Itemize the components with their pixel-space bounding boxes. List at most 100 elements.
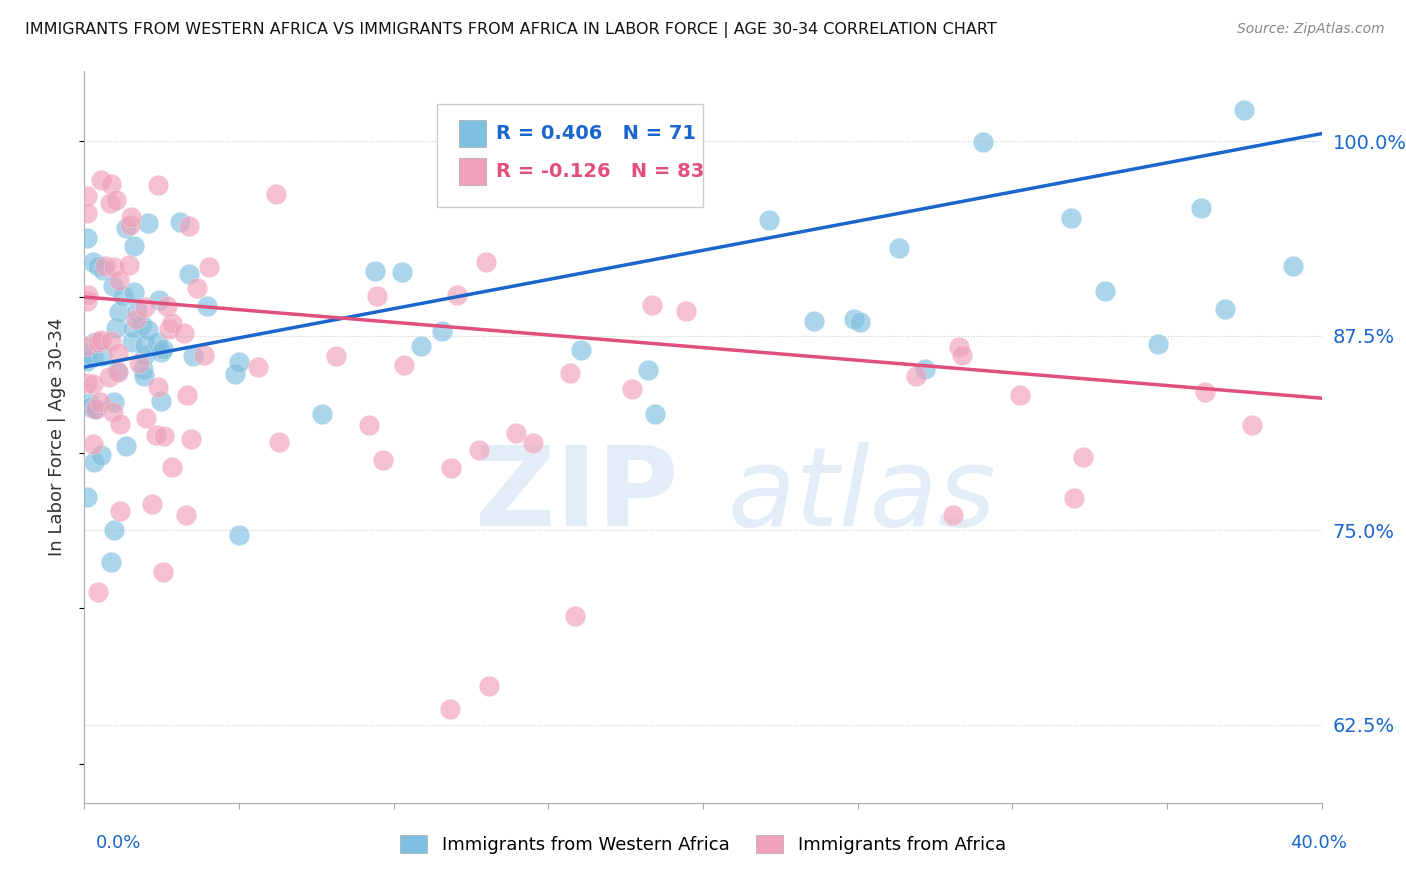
Point bbox=[76, 339, 98, 353]
Point bbox=[91, 262, 114, 277]
Point bbox=[148, 293, 170, 307]
Point bbox=[79, 400, 101, 414]
Point bbox=[1281, 259, 1303, 273]
Point bbox=[122, 321, 145, 335]
Point bbox=[950, 349, 973, 363]
Point bbox=[1146, 336, 1168, 351]
Point bbox=[76, 231, 98, 245]
Point bbox=[76, 490, 98, 504]
Point bbox=[104, 321, 127, 335]
Point bbox=[1010, 388, 1032, 402]
Point bbox=[83, 402, 105, 417]
Point bbox=[105, 364, 128, 378]
Point bbox=[98, 195, 121, 210]
Point bbox=[1071, 450, 1094, 464]
Point bbox=[103, 524, 125, 538]
Point bbox=[146, 380, 169, 394]
Point bbox=[82, 255, 104, 269]
Text: R = 0.406   N = 71: R = 0.406 N = 71 bbox=[496, 124, 696, 143]
Point bbox=[108, 503, 131, 517]
Point bbox=[145, 427, 167, 442]
Point bbox=[228, 528, 250, 542]
Point bbox=[104, 194, 127, 208]
Point bbox=[432, 325, 454, 339]
Point bbox=[803, 314, 825, 328]
Point bbox=[157, 322, 180, 336]
Point bbox=[90, 448, 112, 462]
Point bbox=[76, 353, 98, 368]
Text: 0.0%: 0.0% bbox=[96, 834, 141, 852]
Point bbox=[228, 354, 250, 368]
Point bbox=[125, 304, 148, 318]
Point bbox=[675, 304, 697, 318]
Point bbox=[246, 359, 269, 374]
Point bbox=[409, 339, 432, 353]
Point bbox=[440, 461, 463, 475]
Point bbox=[134, 300, 156, 314]
Point bbox=[107, 346, 129, 360]
Point bbox=[100, 334, 122, 348]
Point bbox=[152, 565, 174, 579]
Text: Source: ZipAtlas.com: Source: ZipAtlas.com bbox=[1237, 22, 1385, 37]
Point bbox=[134, 337, 156, 351]
Point bbox=[125, 312, 148, 326]
Point bbox=[162, 459, 184, 474]
Point bbox=[132, 368, 155, 383]
Point bbox=[177, 267, 200, 281]
Point bbox=[181, 349, 204, 363]
Point bbox=[121, 335, 143, 350]
Point bbox=[97, 369, 120, 384]
FancyBboxPatch shape bbox=[460, 120, 486, 146]
Point bbox=[972, 136, 994, 150]
Point bbox=[364, 264, 387, 278]
Point bbox=[475, 255, 498, 269]
Point bbox=[1189, 201, 1212, 215]
Point bbox=[1063, 491, 1085, 505]
Point bbox=[122, 239, 145, 253]
Point bbox=[107, 365, 129, 379]
Point bbox=[76, 206, 98, 220]
Text: ZIP: ZIP bbox=[475, 442, 678, 549]
Point bbox=[325, 349, 347, 363]
Legend: Immigrants from Western Africa, Immigrants from Africa: Immigrants from Western Africa, Immigran… bbox=[391, 826, 1015, 863]
Point bbox=[641, 298, 664, 312]
Point bbox=[849, 315, 872, 329]
Point bbox=[108, 305, 131, 319]
Point bbox=[887, 241, 910, 255]
Point bbox=[156, 299, 179, 313]
Point bbox=[120, 210, 142, 224]
Point bbox=[174, 508, 197, 522]
Point bbox=[82, 436, 104, 450]
Point bbox=[122, 285, 145, 300]
Point bbox=[100, 177, 122, 191]
Text: 40.0%: 40.0% bbox=[1291, 834, 1347, 852]
Point bbox=[76, 293, 98, 308]
Point bbox=[468, 443, 491, 458]
Point bbox=[1233, 103, 1256, 118]
Point bbox=[758, 213, 780, 227]
Point bbox=[392, 359, 415, 373]
Point bbox=[569, 343, 592, 357]
Point bbox=[132, 361, 155, 376]
Point bbox=[153, 429, 176, 443]
Point bbox=[621, 382, 644, 396]
Point bbox=[564, 609, 586, 624]
Point bbox=[87, 585, 110, 599]
Point bbox=[101, 279, 124, 293]
Point bbox=[115, 439, 138, 453]
Point bbox=[118, 258, 141, 272]
Point bbox=[84, 402, 107, 417]
Point bbox=[131, 318, 153, 333]
Point bbox=[169, 215, 191, 229]
Point bbox=[180, 432, 202, 446]
Point bbox=[141, 497, 163, 511]
Point bbox=[637, 363, 659, 377]
Point bbox=[83, 454, 105, 468]
Point bbox=[108, 417, 131, 431]
Point bbox=[948, 340, 970, 354]
Point bbox=[1094, 285, 1116, 299]
Point bbox=[644, 407, 666, 421]
Point bbox=[439, 702, 461, 716]
Point bbox=[91, 349, 114, 363]
Point bbox=[82, 351, 104, 365]
